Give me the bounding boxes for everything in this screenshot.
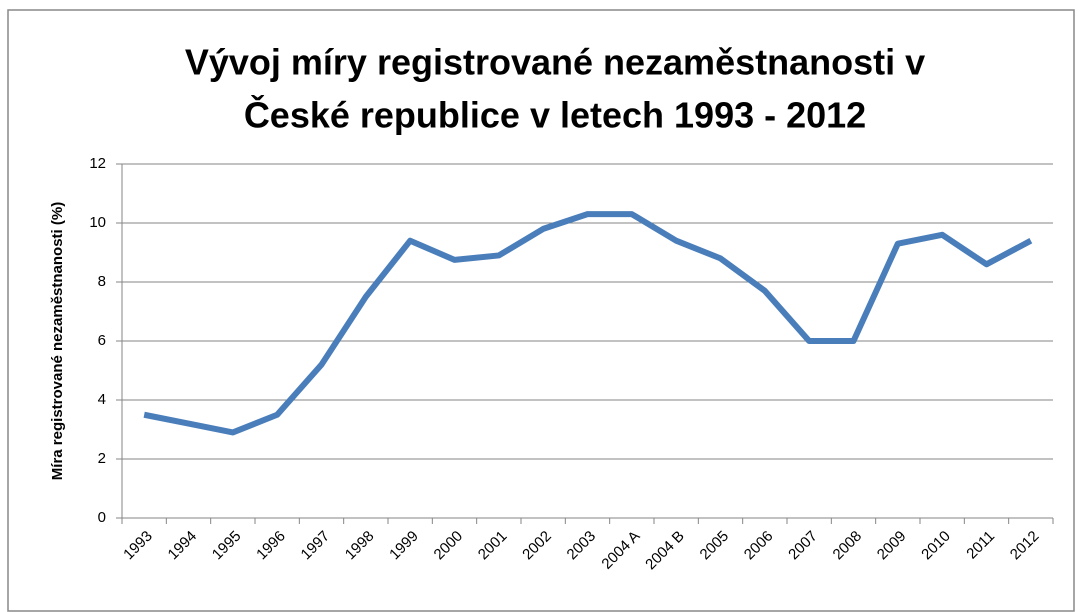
y-tick-label: 4 [98, 391, 106, 408]
y-axis-label: Míra registrované nezaměstnanosti (%) [49, 202, 66, 480]
y-tick-label: 8 [98, 273, 106, 290]
y-tick-label: 10 [89, 214, 106, 231]
y-tick-label: 6 [98, 332, 106, 349]
chart-title: České republice v letech 1993 - 2012 [244, 94, 866, 136]
y-tick-label: 2 [98, 450, 106, 467]
chart-title: Vývoj míry registrované nezaměstnanosti … [185, 42, 925, 83]
chart-frame [7, 9, 1075, 612]
y-tick-label: 12 [89, 155, 106, 172]
y-tick-label: 0 [98, 509, 106, 526]
data-line [143, 211, 1033, 436]
